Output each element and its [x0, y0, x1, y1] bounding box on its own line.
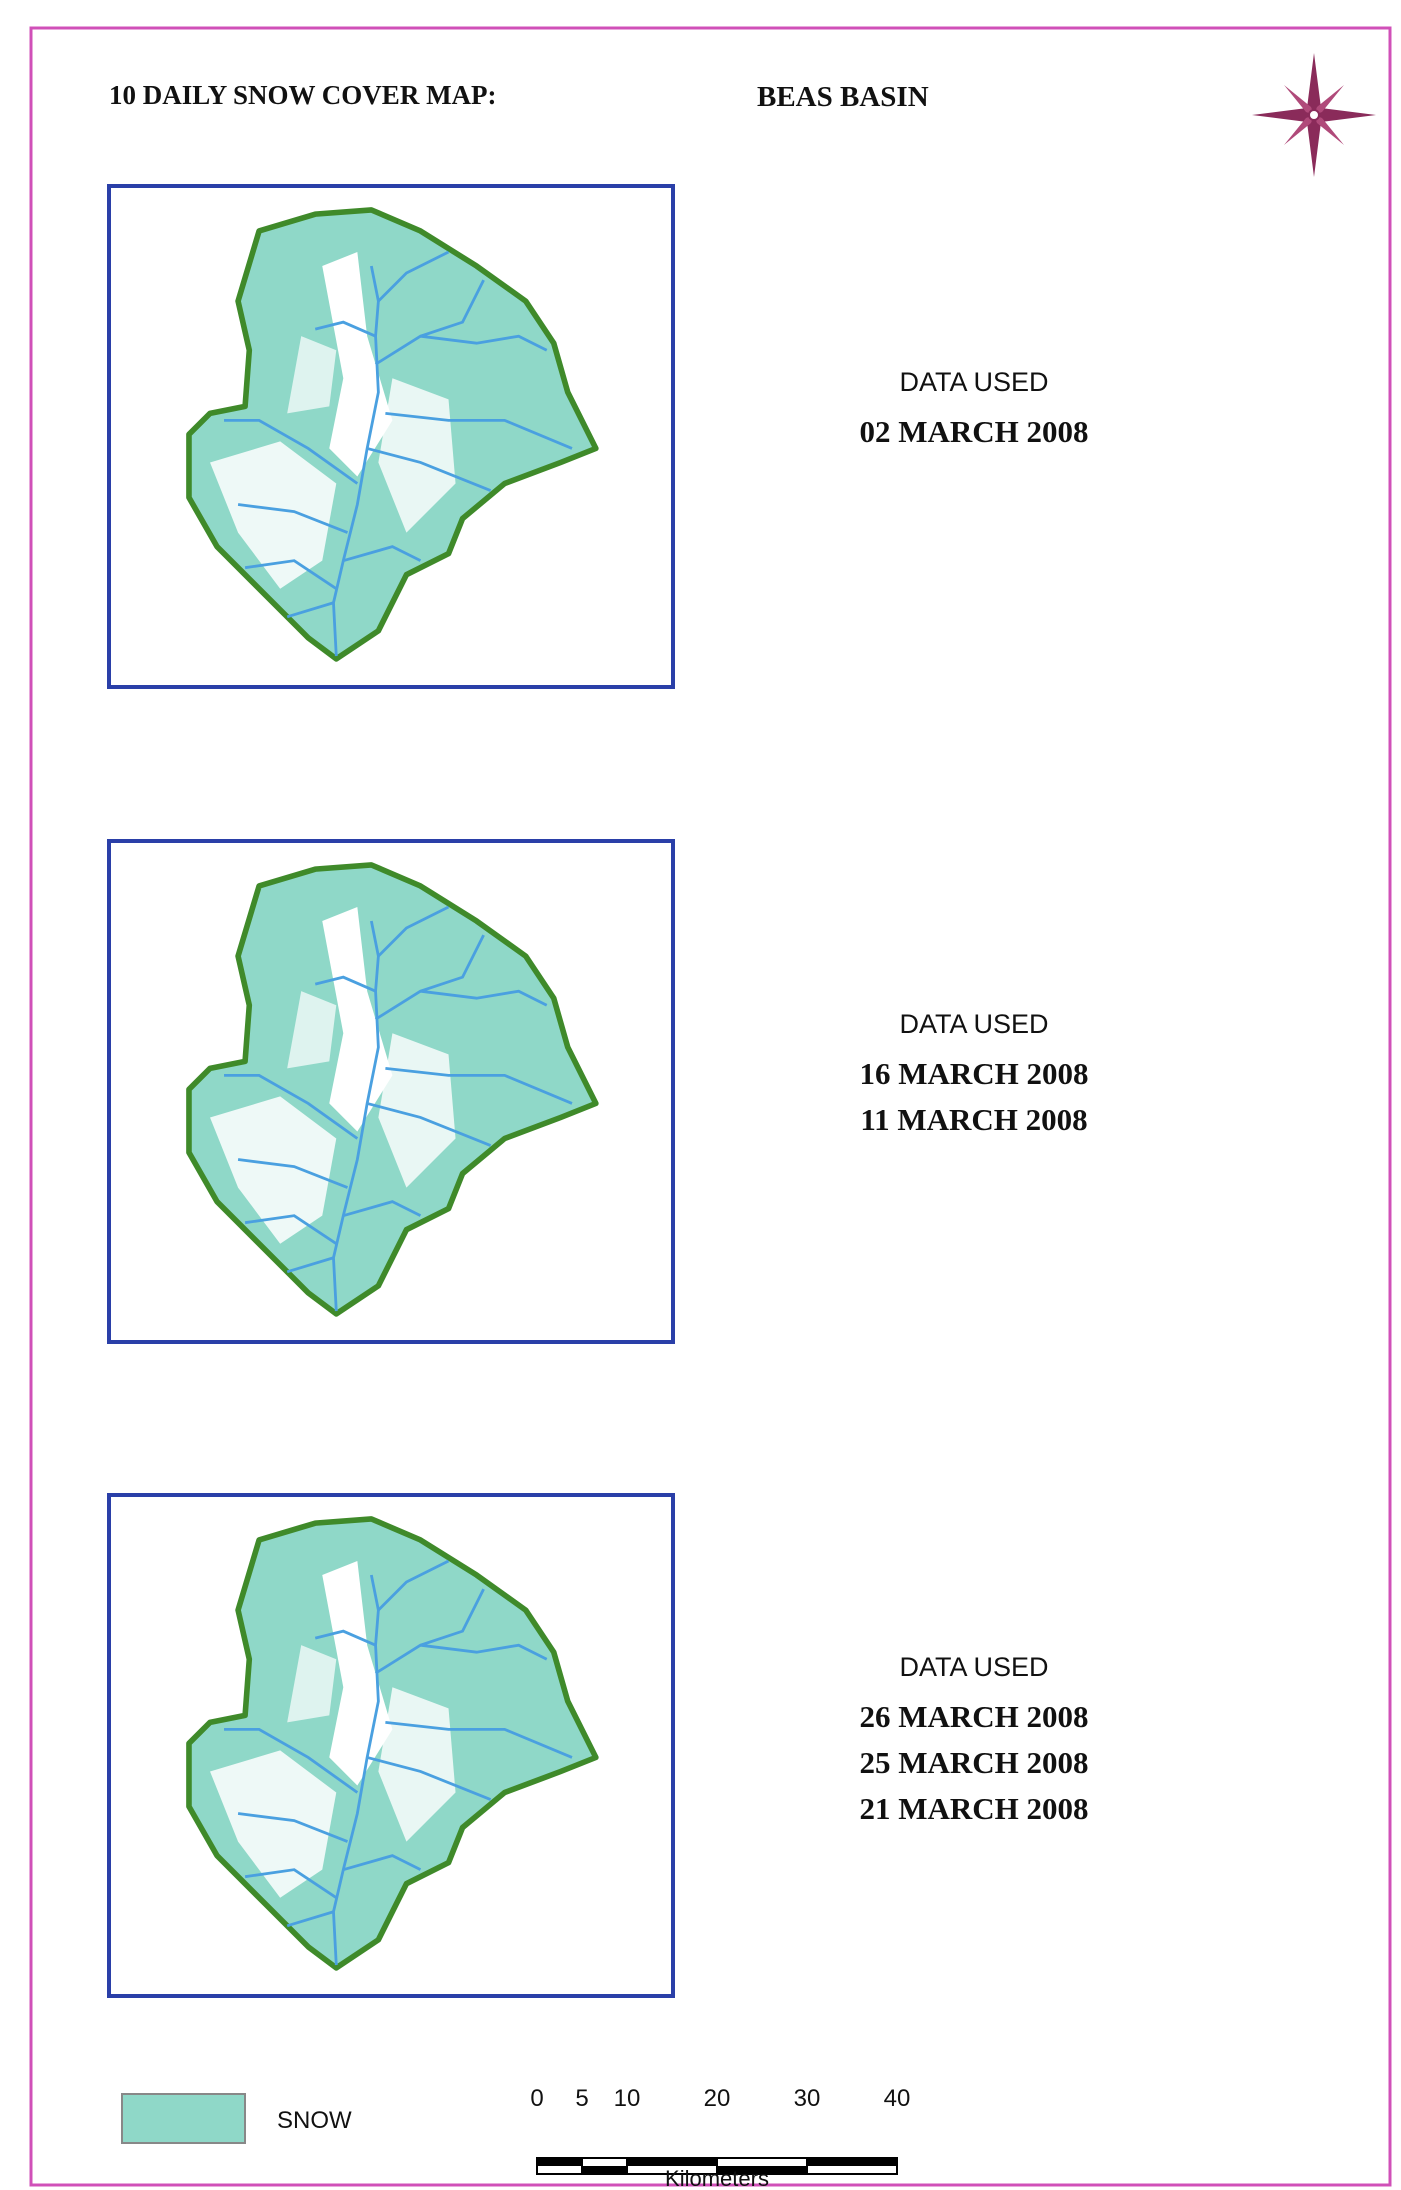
scale-segment: [582, 2166, 627, 2174]
scale-tick-label: 5: [575, 2085, 588, 2112]
date: 02 MARCH 2008: [859, 414, 1088, 449]
panel: DATA USED 26 MARCH 2008 25 MARCH 2008 21 MA…: [107, 1493, 1089, 1998]
data-used-label: DATA USED: [899, 367, 1048, 397]
legend-swatch: [121, 2093, 246, 2144]
date: 21 MARCH 2008: [859, 1791, 1088, 1826]
scale-segment: [807, 2158, 897, 2166]
scale-bar: 0 5 10 20 30 40 Kilometers: [530, 2085, 910, 2190]
scale-segment: [627, 2158, 717, 2166]
scale-tick-label: 10: [614, 2085, 641, 2112]
panel: DATA USED 02 MARCH 2008: [107, 184, 1089, 689]
north-arrow: [1252, 53, 1376, 177]
basin-name: BEAS BASIN: [757, 81, 929, 113]
scale-unit: Kilometers: [665, 2166, 769, 2190]
scale-tick-label: 20: [704, 2085, 731, 2112]
date: 26 MARCH 2008: [859, 1699, 1088, 1734]
scale-tick-label: 40: [884, 2085, 911, 2112]
scale-tick-label: 30: [794, 2085, 821, 2112]
scale-tick-label: 0: [530, 2085, 543, 2112]
page-border: [29, 26, 1392, 2187]
data-used-label: DATA USED: [899, 1009, 1048, 1039]
panels: DATA USED 02 MARCH 2008 DATA USED 16 MARCH …: [107, 184, 1089, 1998]
legend-label: SNOW: [277, 2107, 352, 2134]
map-title: 10 DAILY SNOW COVER MAP:: [109, 80, 497, 110]
scale-segment: [537, 2158, 582, 2166]
date: 11 MARCH 2008: [860, 1102, 1087, 1137]
date: 25 MARCH 2008: [859, 1745, 1088, 1780]
panel: DATA USED 16 MARCH 2008 11 MARCH 2008: [107, 839, 1089, 1344]
scale-segment: [717, 2166, 807, 2174]
data-used-label: DATA USED: [899, 1652, 1048, 1682]
date: 16 MARCH 2008: [859, 1056, 1088, 1091]
